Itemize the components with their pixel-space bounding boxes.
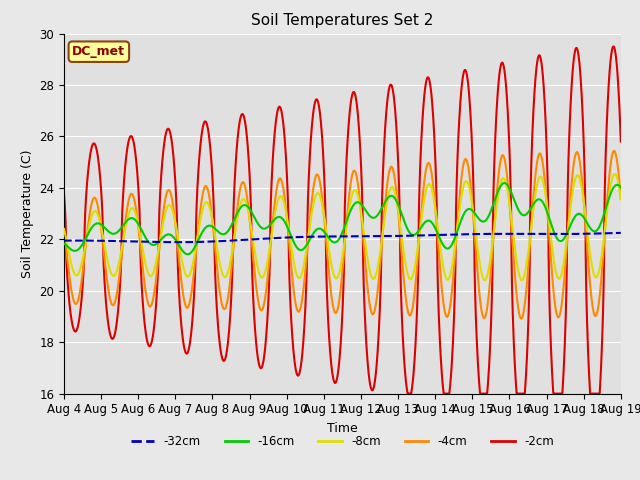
- Y-axis label: Soil Temperature (C): Soil Temperature (C): [20, 149, 34, 278]
- Title: Soil Temperatures Set 2: Soil Temperatures Set 2: [252, 13, 433, 28]
- Legend: -32cm, -16cm, -8cm, -4cm, -2cm: -32cm, -16cm, -8cm, -4cm, -2cm: [126, 430, 559, 453]
- X-axis label: Time: Time: [327, 422, 358, 435]
- Text: DC_met: DC_met: [72, 45, 125, 58]
